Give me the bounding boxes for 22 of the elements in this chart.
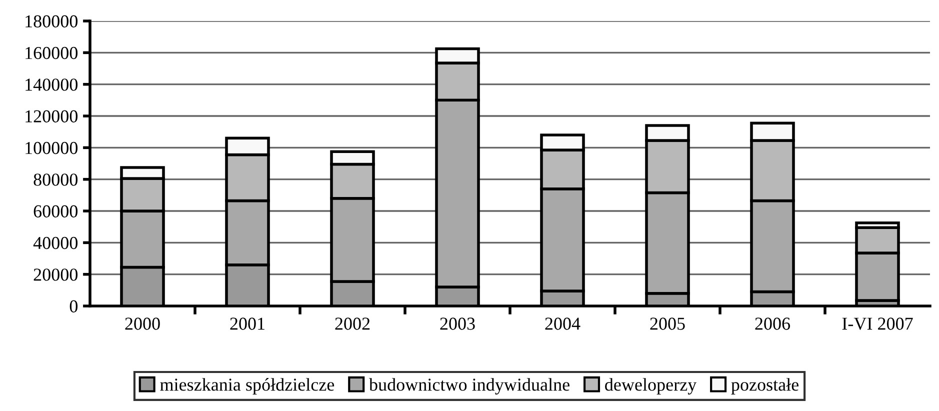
legend-label: budownictwo indywidualne <box>369 378 570 394</box>
y-tick-label: 40000 <box>33 236 78 250</box>
x-tick-label: 2005 <box>650 318 685 330</box>
x-tick-label: 2006 <box>755 318 790 330</box>
y-tick-label: 60000 <box>34 205 78 218</box>
x-tick-label: I-VI 2007 <box>842 318 913 330</box>
legend-label: pozostałe <box>731 378 798 394</box>
y-tick-label: 0 <box>70 300 78 312</box>
y-tick-label: 20000 <box>34 268 78 281</box>
y-tick-label: 100000 <box>26 142 78 154</box>
x-tick-label: 2002 <box>335 318 370 330</box>
y-tick-label: 180000 <box>26 15 78 28</box>
x-tick-label: 2004 <box>545 318 580 330</box>
y-tick-label: 160000 <box>26 46 78 60</box>
y-tick-label: 140000 <box>26 78 78 91</box>
x-tick-label: 2000 <box>125 318 160 330</box>
x-tick-label: 2003 <box>440 318 475 330</box>
y-tick-label: 80000 <box>34 174 78 186</box>
y-tick-label: 120000 <box>26 110 78 122</box>
legend-label: mieszkania spółdzielcze <box>160 378 334 394</box>
x-tick-label: 2001 <box>230 318 264 330</box>
legend-label: deweloperzy <box>605 378 697 394</box>
